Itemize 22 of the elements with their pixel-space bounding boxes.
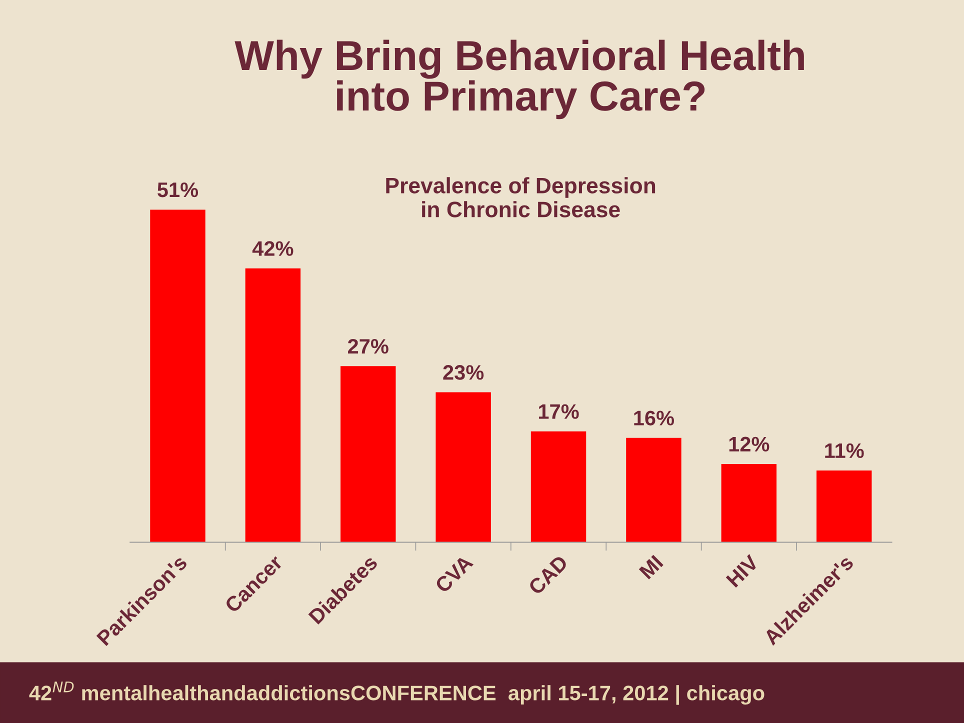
x-tick-label: HIV	[726, 554, 760, 588]
data-label: 11%	[825, 443, 864, 458]
data-label: 12%	[729, 436, 770, 452]
chart-title: Why Bring Behavioral Health into Primary Care?	[234, 40, 804, 120]
bar	[816, 470, 872, 542]
data-label: 16%	[634, 410, 674, 426]
chart-subtitle: Prevalence of Depression in Chronic Disease	[386, 177, 656, 218]
data-label: 27%	[348, 338, 388, 354]
x-tick-label: CVA	[434, 554, 474, 594]
bar	[721, 464, 777, 542]
bar	[436, 392, 491, 542]
data-label: 42%	[252, 241, 294, 256]
data-label: 51%	[158, 182, 198, 198]
data-label: 17%	[538, 404, 579, 419]
data-label: 23%	[443, 365, 484, 380]
bar	[245, 268, 301, 542]
text: 42$^{ND}$ mentalhealthandaddictionsCONFERENCE april 15-17, 2012 | chicago	[29, 682, 764, 705]
bar	[340, 366, 396, 542]
bar	[626, 438, 682, 542]
bar	[150, 210, 206, 542]
x-tick-label: MI	[638, 554, 664, 580]
bar	[530, 431, 586, 542]
